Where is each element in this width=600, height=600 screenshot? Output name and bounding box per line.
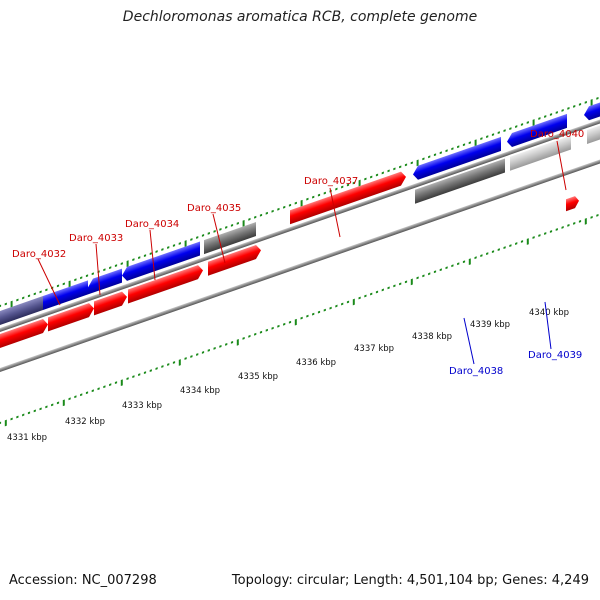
gene-arrow[interactable] xyxy=(507,113,567,149)
gene-arrow[interactable] xyxy=(0,317,48,348)
genome-title: Dechloromonas aromatica RCB, complete ge… xyxy=(122,9,478,25)
tick-ruler-upper xyxy=(0,96,599,308)
gene-arrow[interactable] xyxy=(208,243,261,276)
tick-label: 4340 kbp xyxy=(529,308,569,318)
gene-leader-line xyxy=(329,187,341,238)
gene-label-daro-4032[interactable]: Daro_4032 xyxy=(12,249,66,260)
gene-leader-line xyxy=(463,317,475,365)
tick-label: 4334 kbp xyxy=(180,386,220,396)
gene-arrow[interactable] xyxy=(122,241,200,282)
gene-label-daro-4034[interactable]: Daro_4034 xyxy=(125,219,179,230)
gene-leaders xyxy=(37,140,567,365)
gene-arrow[interactable] xyxy=(94,290,127,316)
gene-label-daro-4039[interactable]: Daro_4039 xyxy=(528,350,582,361)
gene-leader-line xyxy=(37,258,61,306)
feature-block[interactable] xyxy=(510,135,571,171)
tick-label: 4332 kbp xyxy=(65,417,105,427)
feature-block[interactable] xyxy=(415,158,505,204)
gene-arrow[interactable] xyxy=(0,296,43,325)
scale-labels: 4331 kbp 4332 kbp 4333 kbp 4334 kbp 4335… xyxy=(7,308,569,443)
tick-label: 4338 kbp xyxy=(412,332,452,342)
gene-arrow[interactable] xyxy=(88,268,122,295)
backbone-lower xyxy=(0,159,600,372)
gene-arrow[interactable] xyxy=(128,263,203,304)
tick-label: 4336 kbp xyxy=(296,358,336,368)
gene-label-daro-4040[interactable]: Daro_4040 xyxy=(530,129,584,140)
gene-leader-line xyxy=(212,213,226,264)
gene-arrow[interactable] xyxy=(413,136,501,182)
gene-label-daro-4037[interactable]: Daro_4037 xyxy=(304,176,358,187)
tick-label: 4337 kbp xyxy=(354,344,394,354)
accession-text: Accession: NC_007298 xyxy=(9,573,157,588)
gene-arrow[interactable] xyxy=(584,102,600,122)
tick-label: 4335 kbp xyxy=(238,372,278,382)
tick-label: 4339 kbp xyxy=(470,320,510,330)
tick-ruler-lower xyxy=(0,213,599,427)
gene-arrow[interactable] xyxy=(43,280,88,311)
gene-label-daro-4033[interactable]: Daro_4033 xyxy=(69,233,123,244)
gene-leader-line xyxy=(544,301,552,350)
gene-arrow[interactable] xyxy=(48,301,94,332)
gene-arrow[interactable] xyxy=(566,195,579,212)
gene-arrow[interactable] xyxy=(204,222,256,255)
gene-leader-line xyxy=(95,243,101,296)
feature-block[interactable] xyxy=(587,125,600,144)
tick-label: 4333 kbp xyxy=(122,401,162,411)
gene-arrow[interactable] xyxy=(290,170,406,225)
gene-label-daro-4038[interactable]: Daro_4038 xyxy=(449,366,503,377)
backbone-upper xyxy=(0,119,600,332)
gene-label-daro-4035[interactable]: Daro_4035 xyxy=(187,203,241,214)
gene-labels: Daro_4032 Daro_4033 Daro_4034 Daro_4035 … xyxy=(12,129,584,377)
genome-stats-text: Topology: circular; Length: 4,501,104 bp… xyxy=(231,573,589,588)
tick-label: 4331 kbp xyxy=(7,433,47,443)
gene-leader-line xyxy=(149,229,156,281)
gene-leader-line xyxy=(556,140,567,191)
